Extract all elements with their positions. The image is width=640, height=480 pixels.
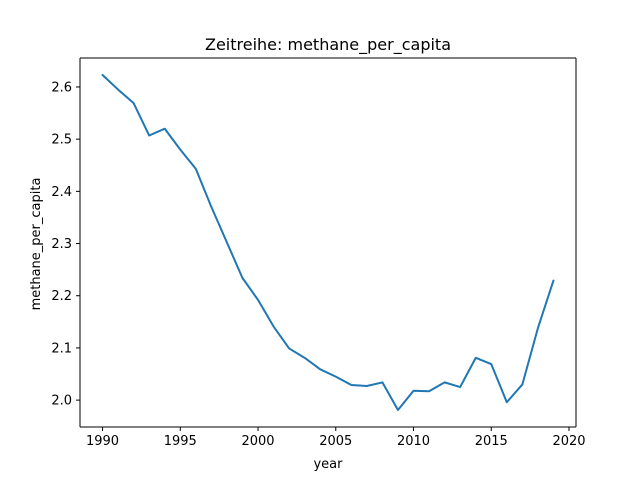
y-axis-label: methane_per_capita: [29, 178, 44, 311]
y-tick-label: 2.6: [51, 80, 72, 95]
y-tick-label: 2.4: [51, 185, 72, 200]
y-tick-label: 2.2: [51, 289, 72, 304]
y-tick-label: 2.0: [51, 394, 72, 409]
x-tick-label: 2020: [552, 434, 585, 449]
x-axis-label: year: [313, 457, 343, 472]
y-tick-label: 2.3: [51, 237, 72, 252]
series-layer: [101, 73, 555, 412]
axes-layer: 1990 1995 2000 2005 2010 2015 2020 2.0 2.1 2.2 2.3…: [51, 57, 586, 449]
x-tick-label: 2015: [475, 434, 508, 449]
chart-title: Zeitreihe: methane_per_capita: [205, 35, 451, 55]
x-tick-label: 1995: [164, 434, 197, 449]
y-tick-label: 2.1: [51, 341, 72, 356]
y-tick-label: 2.5: [51, 133, 72, 148]
x-tick-label: 2005: [319, 434, 352, 449]
x-tick-label: 2010: [397, 434, 430, 449]
x-tick-label: 1990: [86, 434, 119, 449]
series-line-0: [101, 73, 555, 412]
x-tick-label: 2000: [241, 434, 274, 449]
